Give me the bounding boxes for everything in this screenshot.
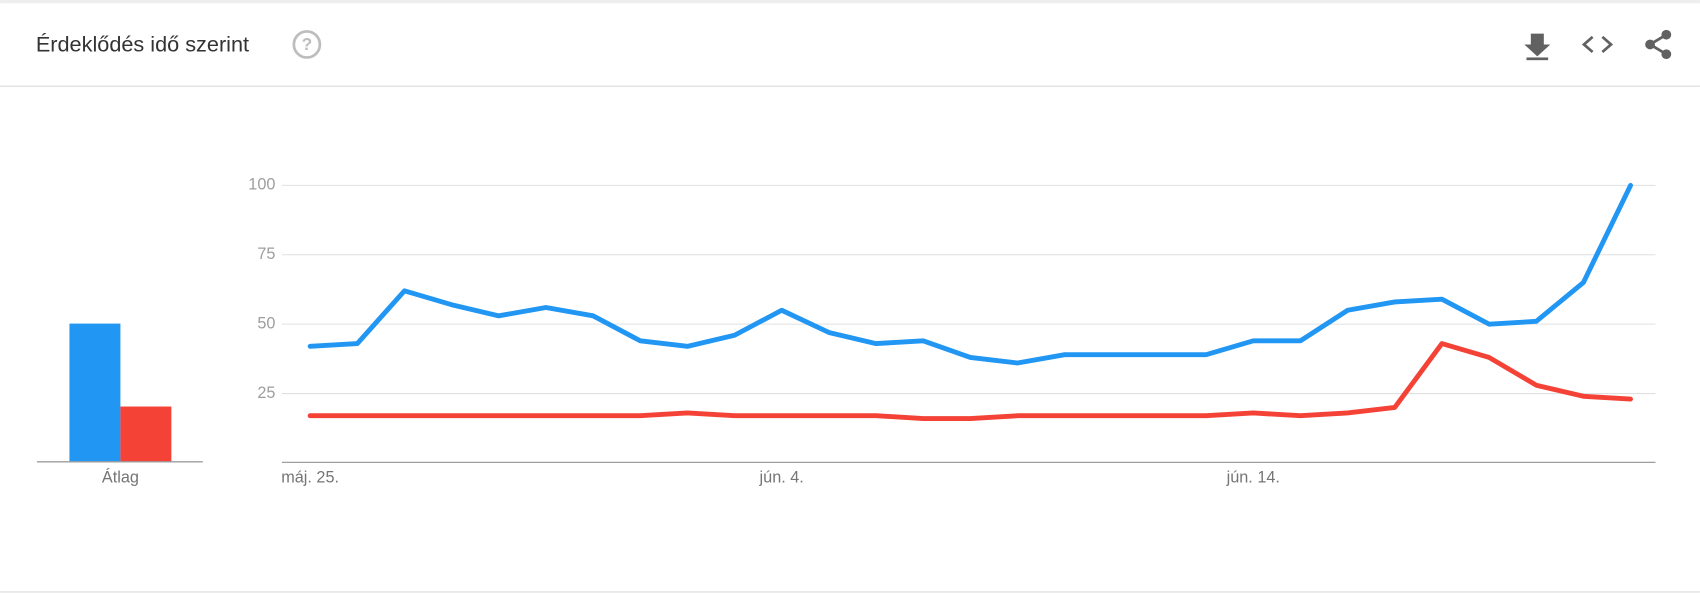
average-bar: [120, 406, 172, 462]
average-bar: [69, 323, 121, 462]
download-button[interactable]: [1524, 33, 1551, 61]
share-icon-dot: [1645, 39, 1655, 50]
x-tick-label: jún. 14.: [1226, 468, 1280, 486]
share-icon-dot: [1661, 49, 1672, 60]
y-tick-label: 75: [257, 245, 275, 263]
trend-line: [307, 182, 1633, 366]
widget-title: Érdeklődés idő szerint: [36, 31, 249, 56]
share-icon-dot: [1661, 29, 1672, 40]
download-icon-base: [1526, 57, 1549, 61]
y-tick-label: 25: [257, 384, 275, 402]
plot: 25 50 75 100 máj. 25. jún. 4. jún. 14. Átlag: [36, 176, 1656, 486]
x-tick-label: máj. 25.: [281, 468, 339, 486]
x-tick-label: jún. 4.: [759, 468, 804, 486]
top-border: [0, 0, 1700, 4]
y-tick-label: 50: [257, 314, 275, 332]
average-label: Átlag: [102, 467, 139, 486]
help-icon[interactable]: [292, 30, 322, 59]
help-icon-glyph: ?: [302, 34, 313, 54]
embed-button[interactable]: [1581, 35, 1614, 54]
trend-line: [307, 341, 1633, 421]
y-tick-label: 100: [248, 176, 275, 194]
download-icon: [1524, 33, 1551, 57]
share-button[interactable]: [1645, 29, 1672, 60]
embed-icon: [1581, 35, 1614, 54]
